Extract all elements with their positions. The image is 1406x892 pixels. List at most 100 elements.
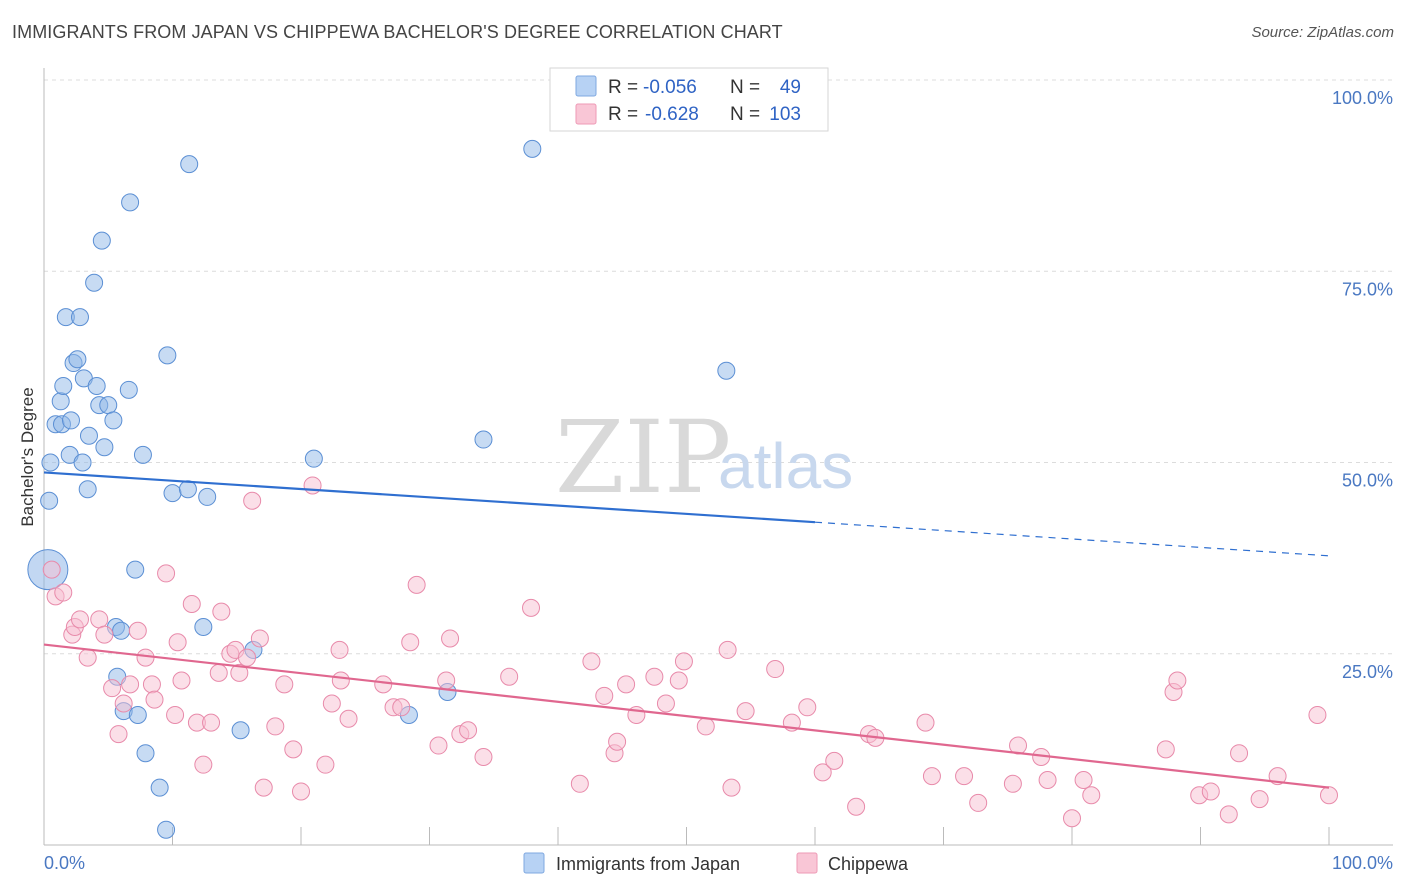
chippewa-point-65 — [656, 694, 675, 713]
trend-lines — [43, 471, 1330, 789]
y-tick-label-3: 25.0% — [1342, 662, 1393, 682]
japan-point-29 — [121, 193, 140, 212]
x-axis-ticks — [43, 827, 1330, 845]
chippewa-point-43 — [339, 709, 358, 728]
chippewa-point-76 — [825, 751, 844, 770]
japan-point-21 — [95, 438, 114, 457]
chippewa-point-9 — [103, 679, 122, 698]
chippewa-point-34 — [266, 717, 285, 736]
japan-point-15 — [78, 480, 97, 499]
chippewa-point-97 — [1230, 744, 1249, 763]
japan-point-41 — [198, 487, 217, 506]
chippewa-point-23 — [194, 755, 213, 774]
chippewa-point-91 — [1156, 740, 1175, 759]
japan-point-9 — [61, 411, 80, 430]
japan-point-40 — [194, 617, 213, 636]
chippewa-point-82 — [955, 767, 974, 786]
chippewa-point-61 — [608, 732, 627, 751]
chippewa-point-70 — [722, 778, 741, 797]
chippewa-point-21 — [182, 595, 201, 614]
chippewa-point-33 — [254, 778, 273, 797]
chippewa-point-95 — [1201, 782, 1220, 801]
japan-point-48 — [523, 139, 542, 158]
chippewa-point-56 — [522, 598, 541, 617]
chippewa-point-8 — [95, 625, 114, 644]
japan-point-13 — [73, 453, 92, 472]
watermark-atlas: atlas — [718, 430, 853, 502]
legend-r-value-chippewa: -0.628 — [645, 104, 699, 125]
japan-point-4 — [51, 392, 70, 411]
japan-point-33 — [136, 744, 155, 763]
chippewa-point-15 — [142, 675, 161, 694]
chippewa-point-48 — [407, 575, 426, 594]
series-legend-label-chippewa: Chippewa — [828, 854, 909, 874]
source-label: Source: ZipAtlas.com — [1251, 24, 1394, 41]
chippewa-point-74 — [798, 698, 817, 717]
chippewa-point-12 — [121, 675, 140, 694]
japan-point-20 — [92, 231, 111, 250]
japan-point-2 — [41, 453, 60, 472]
chippewa-point-2 — [54, 583, 73, 602]
chippewa-point-17 — [157, 564, 176, 583]
x-tick-label-min: 0.0% — [44, 853, 85, 873]
chippewa-point-66 — [669, 671, 688, 690]
chippewa-point-84 — [1003, 774, 1022, 793]
chippewa-point-87 — [1038, 770, 1057, 789]
chippewa-point-101 — [1320, 786, 1338, 805]
legend-n-label-japan: N = — [730, 77, 760, 98]
chippewa-point-68 — [696, 717, 715, 736]
japan-point-1 — [40, 491, 59, 510]
stats-legend: R = -0.056 N = 49 R = -0.628 N = 103 — [549, 67, 829, 132]
japan-trend-line — [43, 471, 816, 524]
chippewa-point-19 — [168, 633, 187, 652]
legend-swatch-japan — [575, 75, 597, 97]
japan-point-17 — [85, 273, 104, 292]
chippewa-point-44 — [374, 675, 393, 694]
chippewa-point-55 — [500, 667, 519, 686]
chippewa-point-46 — [392, 698, 411, 717]
chippewa-point-41 — [330, 640, 349, 659]
y-tick-labels: 100.0% 75.0% 50.0% 25.0% — [1332, 88, 1393, 682]
chippewa-point-40 — [322, 694, 341, 713]
japan-point-18 — [87, 377, 106, 395]
chippewa-point-39 — [316, 755, 335, 774]
chippewa-point-24 — [202, 713, 221, 732]
chippewa-point-29 — [230, 663, 249, 682]
japan-point-34 — [150, 778, 169, 797]
chippewa-point-31 — [243, 491, 262, 510]
chippewa-point-38 — [303, 476, 322, 495]
japan-point-11 — [68, 350, 87, 369]
chippewa-point-98 — [1250, 790, 1269, 809]
japan-point-42 — [231, 721, 250, 740]
chippewa-point-25 — [209, 663, 228, 682]
legend-r-label-chippewa: R = — [608, 104, 638, 125]
y-tick-label-0: 100.0% — [1332, 88, 1393, 108]
chippewa-point-64 — [645, 667, 664, 686]
chippewa-point-80 — [916, 713, 935, 732]
legend-n-label-chippewa: N = — [730, 104, 760, 125]
chippewa-point-90 — [1082, 786, 1101, 805]
chart-title: IMMIGRANTS FROM JAPAN VS CHIPPEWA BACHEL… — [12, 22, 783, 42]
chippewa-point-58 — [582, 652, 601, 671]
japan-point-47 — [474, 430, 493, 449]
chippewa-point-53 — [459, 721, 478, 740]
japan-point-37 — [163, 484, 182, 503]
chippewa-point-71 — [736, 702, 755, 721]
chippewa-point-62 — [617, 675, 636, 694]
japan-point-6 — [54, 377, 73, 395]
chippewa-point-100 — [1308, 705, 1327, 724]
chippewa-point-81 — [922, 767, 941, 786]
chippewa-point-20 — [172, 671, 191, 690]
chippewa-point-50 — [437, 671, 456, 690]
legend-r-value-japan: -0.056 — [643, 77, 697, 98]
legend-n-value-japan: 49 — [780, 77, 801, 98]
japan-point-23 — [104, 411, 123, 430]
chippewa-point-77 — [847, 797, 866, 816]
y-tick-label-2: 50.0% — [1342, 471, 1393, 491]
legend-swatch-chippewa — [575, 103, 597, 125]
japan-point-39 — [180, 155, 199, 174]
chippewa-point-89 — [1074, 770, 1093, 789]
chippewa-point-75 — [813, 763, 832, 782]
chippewa-point-59 — [595, 686, 614, 705]
